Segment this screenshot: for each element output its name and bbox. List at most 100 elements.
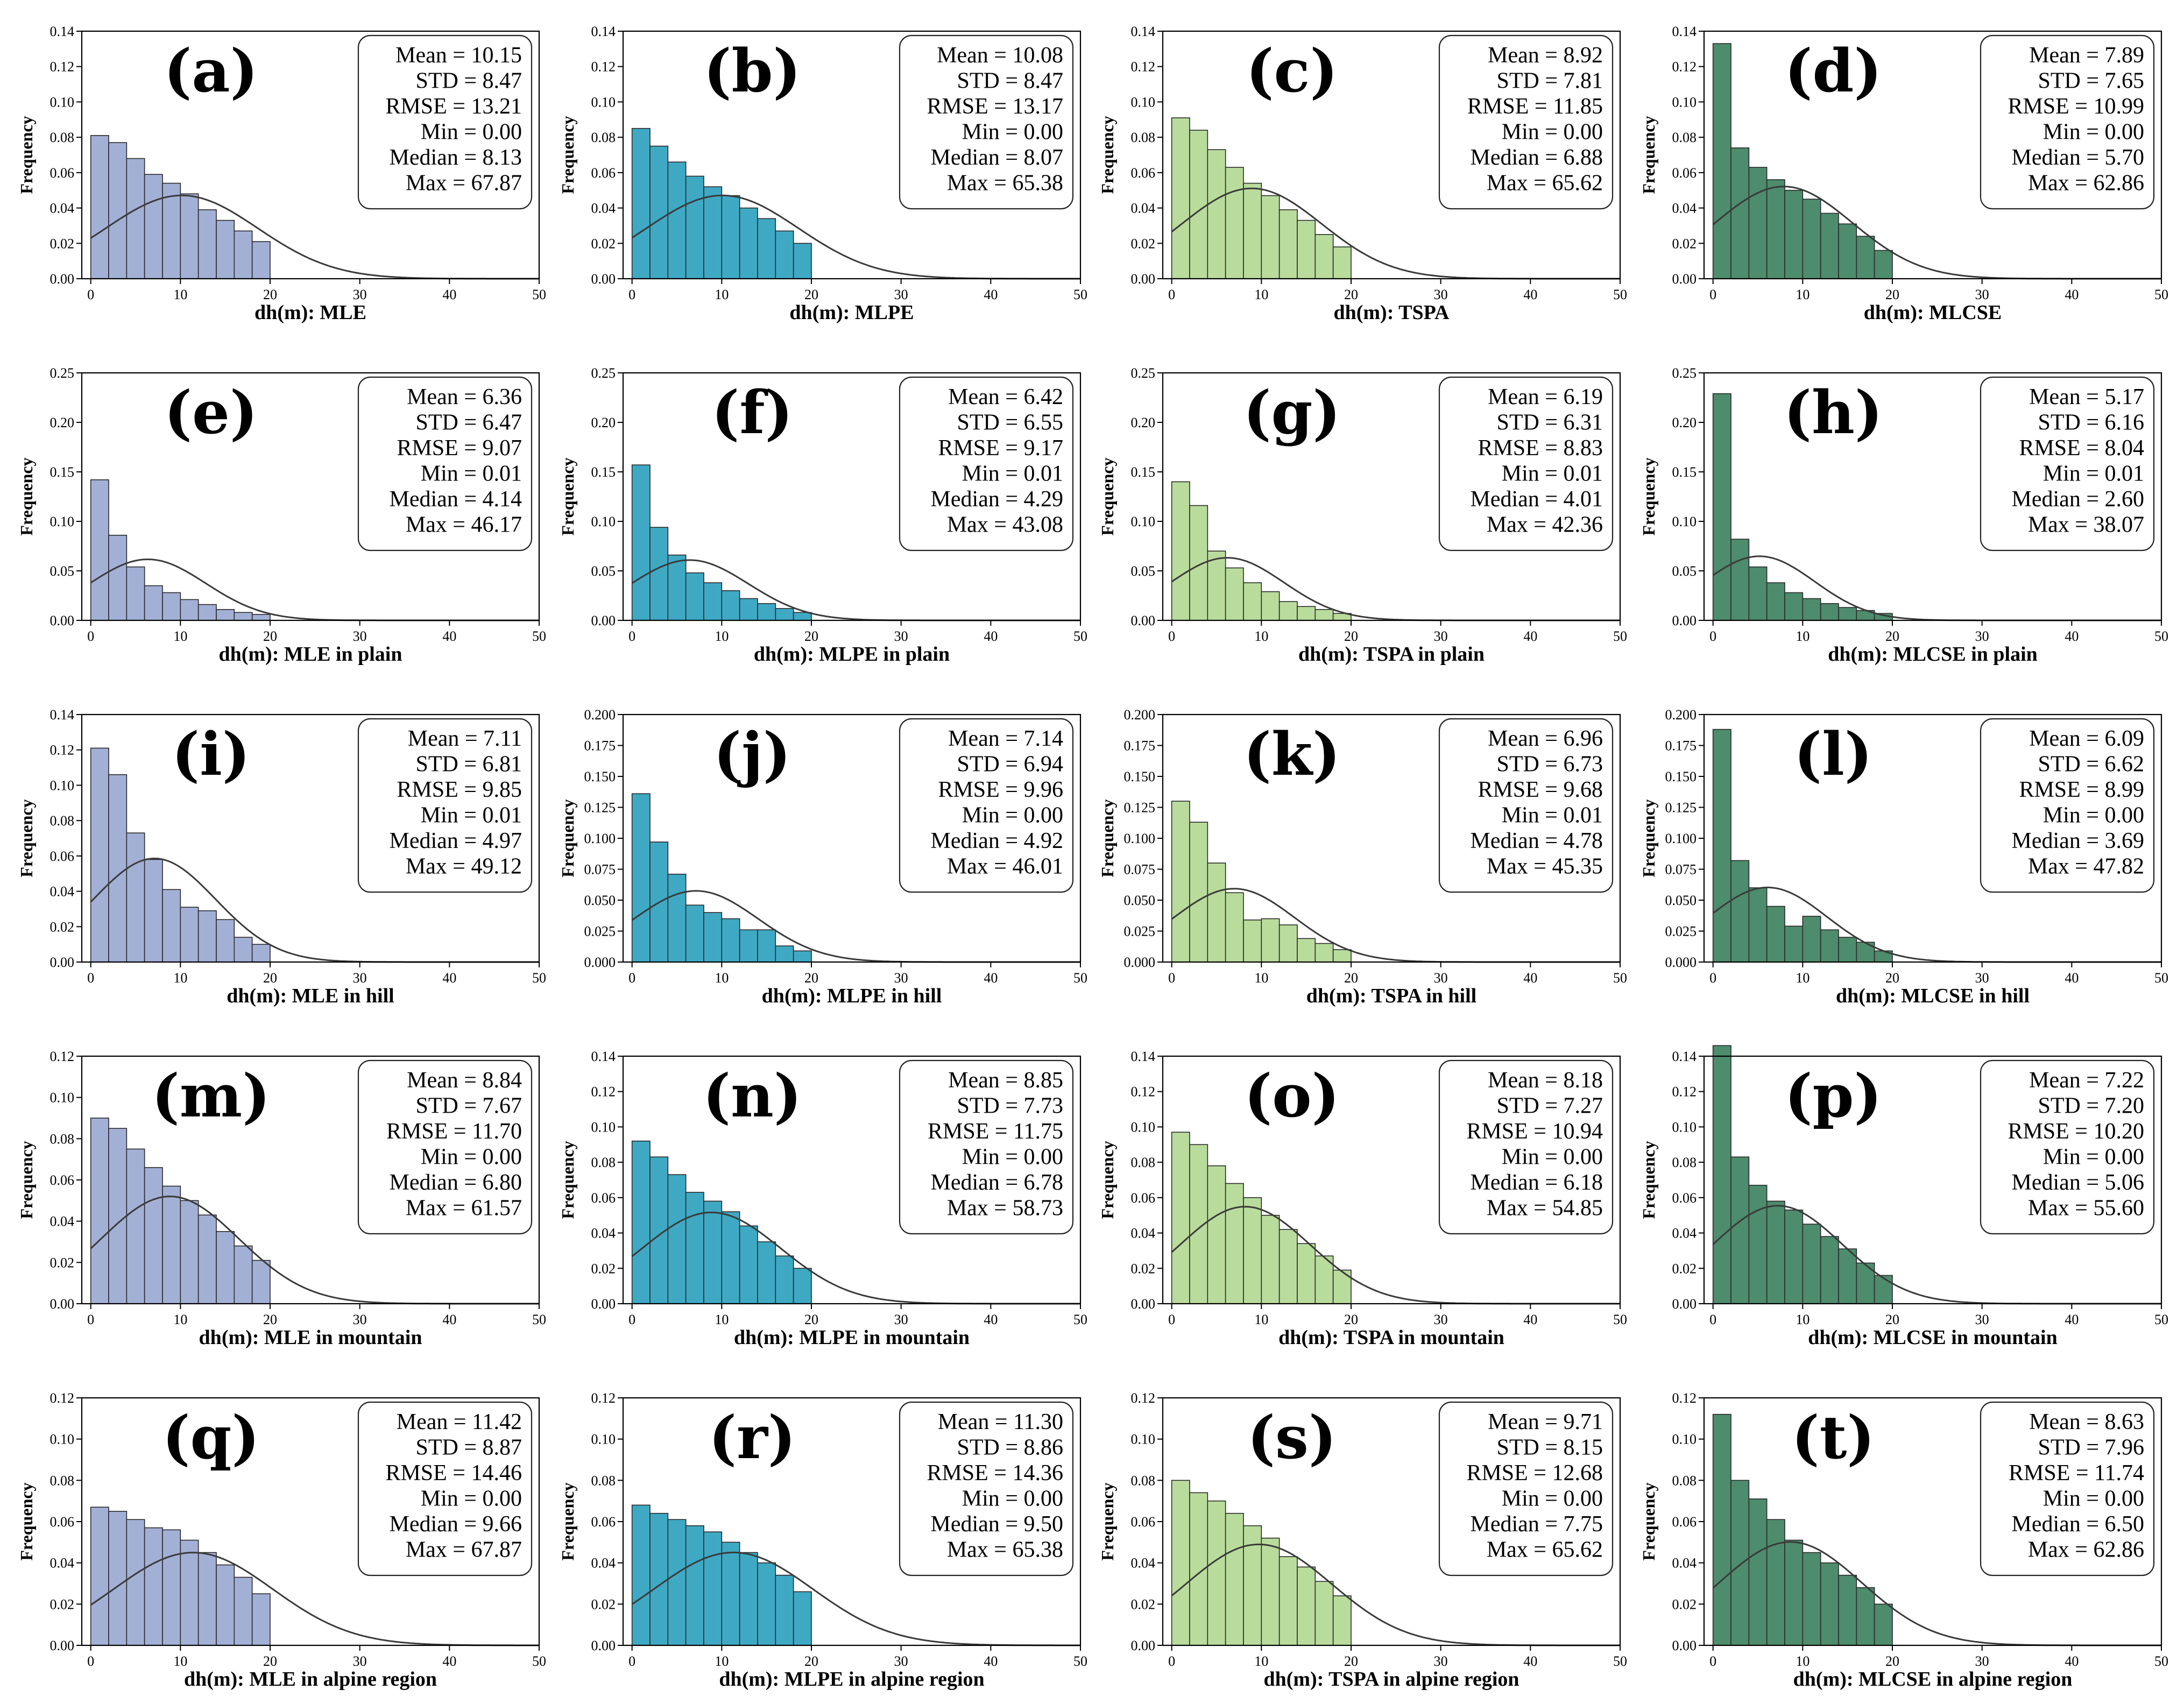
stat-line: RMSE = 8.99 [2019, 777, 2144, 802]
stat-line: Mean = 7.11 [408, 726, 522, 751]
histogram-bar [721, 590, 740, 621]
chart-panel: 0.00 0.02 0.04 0.06 0.08 0.10 0.12 0.14 0 10 20 30 4… [1639, 1045, 2168, 1349]
histogram-bar [162, 889, 181, 963]
x-tick-label: 50 [532, 287, 546, 302]
x-tick-label: 40 [1523, 970, 1537, 986]
y-tick-label: 0.06 [1672, 165, 1697, 181]
x-tick-label: 30 [1975, 287, 1989, 302]
y-tick-label: 0.00 [1672, 613, 1697, 628]
y-tick-label: 0.10 [50, 1090, 75, 1106]
x-tick-label: 50 [1073, 970, 1087, 986]
histogram-bar [216, 919, 235, 963]
y-tick-label: 0.04 [591, 201, 616, 216]
histogram-bar [144, 859, 163, 963]
x-tick-label: 0 [1709, 287, 1716, 302]
histogram-bar [1712, 43, 1731, 279]
chart-panel: 0.00 0.02 0.04 0.06 0.08 0.10 0.12 0 10 20 30 40 50 d… [17, 1049, 546, 1349]
x-tick-label: 30 [894, 970, 908, 986]
stat-line: RMSE = 11.75 [928, 1119, 1063, 1144]
y-tick-label: 0.200 [584, 707, 616, 723]
stat-line: Median = 4.01 [1471, 487, 1603, 512]
x-tick-label: 0 [87, 970, 94, 986]
stat-line: Min = 0.01 [1502, 803, 1603, 828]
x-tick-label: 50 [1073, 1312, 1087, 1327]
panel-letter: (n) [703, 1061, 802, 1130]
y-tick-label: 0.025 [1124, 924, 1156, 939]
histogram-bar [1261, 918, 1280, 963]
stat-line: Median = 8.13 [390, 145, 522, 170]
x-tick-label: 20 [1344, 287, 1358, 302]
x-tick-label: 30 [1434, 287, 1448, 302]
y-tick-label: 0.08 [591, 130, 616, 145]
y-tick-label: 0.08 [50, 1131, 75, 1147]
histogram-bar [1766, 1519, 1785, 1646]
stat-line: RMSE = 9.68 [1478, 777, 1603, 802]
y-tick-label: 0.125 [584, 800, 616, 816]
histogram-bar [1766, 906, 1785, 963]
stat-line: Median = 4.97 [390, 829, 522, 853]
stats-box [899, 1059, 1074, 1235]
histogram-bar [667, 1519, 687, 1646]
x-tick-label: 40 [2065, 970, 2079, 986]
y-tick-label: 0.04 [50, 884, 75, 900]
x-tick-label: 40 [984, 628, 998, 644]
y-tick-label: 0.175 [1124, 738, 1156, 754]
y-tick-label: 0.04 [1131, 1226, 1156, 1241]
histogram-bar [739, 1552, 758, 1646]
x-tick-label: 50 [2154, 970, 2168, 986]
histogram-bar [162, 1529, 181, 1646]
y-tick-label: 0.12 [1131, 59, 1156, 75]
histogram-bar [144, 1527, 163, 1646]
plot-frame [622, 1055, 1082, 1305]
histogram-bar [1748, 167, 1768, 279]
x-tick-label: 0 [628, 628, 635, 644]
y-tick-label: 0.000 [1124, 954, 1156, 970]
panel-letter: (h) [1784, 378, 1883, 447]
stat-line: RMSE = 13.17 [927, 94, 1063, 119]
x-tick-label: 50 [1613, 287, 1627, 302]
histogram-bar [721, 1542, 740, 1646]
x-tick-label: 30 [353, 628, 367, 644]
stat-line: Mean = 6.36 [407, 385, 522, 409]
histogram-bar [1314, 943, 1334, 963]
y-tick-label: 0.02 [50, 1255, 75, 1270]
histogram-bar [1802, 1552, 1821, 1646]
x-tick-label: 30 [1434, 628, 1448, 644]
stat-line: Min = 0.00 [2043, 1487, 2144, 1511]
y-tick-label: 0.05 [1131, 563, 1156, 579]
stat-line: RMSE = 13.21 [385, 94, 522, 119]
histogram-bar [1243, 182, 1262, 279]
stat-line: RMSE = 10.99 [2008, 94, 2144, 119]
histogram-bar [1802, 598, 1821, 621]
histogram-bar [757, 1241, 776, 1304]
histogram-bar [126, 158, 145, 279]
x-tick-label: 10 [1796, 628, 1810, 644]
histogram-bar [667, 161, 687, 279]
x-axis-label: dh(m): MLCSE in mountain [1808, 1326, 2057, 1349]
y-tick-label: 0.10 [50, 777, 75, 793]
x-tick-label: 40 [1523, 628, 1537, 644]
y-tick-label: 0.050 [1665, 893, 1697, 908]
panel-letter: (a) [164, 36, 258, 105]
y-tick-label: 0.02 [591, 236, 616, 251]
x-tick-label: 30 [1434, 1312, 1448, 1327]
y-axis-label: Frequency [17, 799, 36, 877]
histogram-bar [1748, 1498, 1768, 1646]
chart-panel: 0.00 0.02 0.04 0.06 0.08 0.10 0.12 0 10 20 30 40 50 d… [558, 1390, 1087, 1691]
histogram-bar [757, 218, 776, 279]
stat-line: Max = 42.36 [1487, 513, 1603, 538]
x-tick-label: 20 [1885, 287, 1899, 302]
x-tick-label: 0 [1168, 1312, 1175, 1327]
y-tick-label: 0.10 [1131, 1119, 1156, 1135]
y-tick-label: 0.150 [584, 769, 616, 784]
x-axis-label: dh(m): MLE in hill [227, 985, 394, 1007]
stat-line: STD = 7.27 [1496, 1094, 1603, 1119]
stats-box [357, 1401, 533, 1576]
y-axis-label: Frequency [1639, 1141, 1658, 1219]
plot-frame [1162, 1055, 1621, 1305]
y-tick-label: 0.08 [1131, 130, 1156, 145]
x-axis-label: dh(m): TSPA in hill [1306, 985, 1476, 1007]
histogram-bar [1802, 1224, 1821, 1304]
stat-line: Max = 46.17 [406, 513, 522, 538]
